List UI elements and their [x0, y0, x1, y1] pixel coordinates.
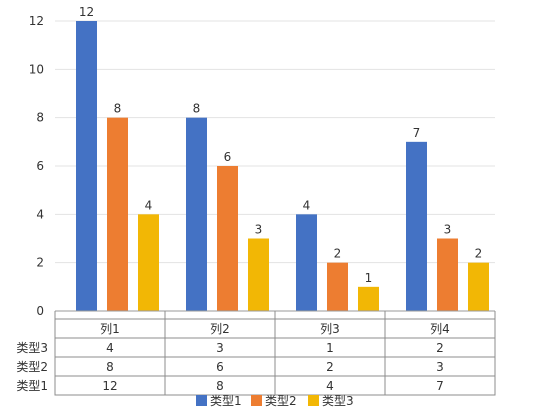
y-tick-label: 12: [29, 14, 44, 28]
legend-swatch: [308, 395, 319, 406]
bar: [327, 262, 348, 311]
data-table-row-label: 类型1: [16, 379, 48, 393]
data-label: 12: [79, 5, 94, 19]
data-table-cell: 8: [106, 360, 114, 374]
data-table-cell: 6: [216, 360, 224, 374]
y-tick-label: 0: [36, 304, 44, 318]
x-category-label: 列1: [100, 322, 120, 336]
bar: [296, 214, 317, 311]
bar: [358, 286, 379, 311]
data-label: 6: [224, 150, 232, 164]
data-label: 2: [334, 247, 342, 261]
bar: [76, 21, 97, 311]
data-table-cell: 7: [436, 379, 444, 393]
x-category-label: 列2: [210, 322, 230, 336]
data-label: 7: [413, 126, 421, 140]
data-label: 8: [193, 102, 201, 116]
bar: [107, 117, 128, 312]
data-label: 2: [475, 247, 483, 261]
y-tick-label: 8: [36, 111, 44, 125]
y-tick-label: 6: [36, 159, 44, 173]
x-category-label: 列4: [430, 322, 450, 336]
data-table-cell: 4: [326, 379, 334, 393]
legend-label: 类型1: [210, 394, 242, 408]
y-tick-label: 10: [29, 62, 44, 76]
data-table-cell: 12: [102, 379, 117, 393]
y-tick-label: 2: [36, 256, 44, 270]
x-category-label: 列3: [320, 322, 340, 336]
data-label: 3: [444, 223, 452, 237]
bar: [468, 262, 489, 311]
legend-swatch: [251, 395, 262, 406]
data-label: 4: [145, 198, 153, 212]
bar: [217, 166, 238, 311]
legend-swatch: [196, 395, 207, 406]
data-table-cell: 4: [106, 341, 114, 355]
data-table-cell: 1: [326, 341, 334, 355]
data-table-row-label: 类型3: [16, 341, 48, 355]
legend-label: 类型2: [265, 394, 297, 408]
bar: [437, 238, 458, 311]
legend-label: 类型3: [322, 394, 354, 408]
data-table-cell: 3: [436, 360, 444, 374]
data-table-row-label: 类型2: [16, 360, 48, 374]
data-table-cell: 3: [216, 341, 224, 355]
bar: [138, 214, 159, 311]
data-table-cell: 2: [326, 360, 334, 374]
data-label: 8: [114, 102, 122, 116]
data-table-cell: 8: [216, 379, 224, 393]
data-label: 3: [255, 223, 263, 237]
data-label: 1: [365, 271, 373, 285]
bar: [186, 117, 207, 312]
bar: [406, 141, 427, 311]
y-tick-label: 4: [36, 207, 44, 221]
bar: [248, 238, 269, 311]
data-table-cell: 2: [436, 341, 444, 355]
data-label: 4: [303, 198, 311, 212]
